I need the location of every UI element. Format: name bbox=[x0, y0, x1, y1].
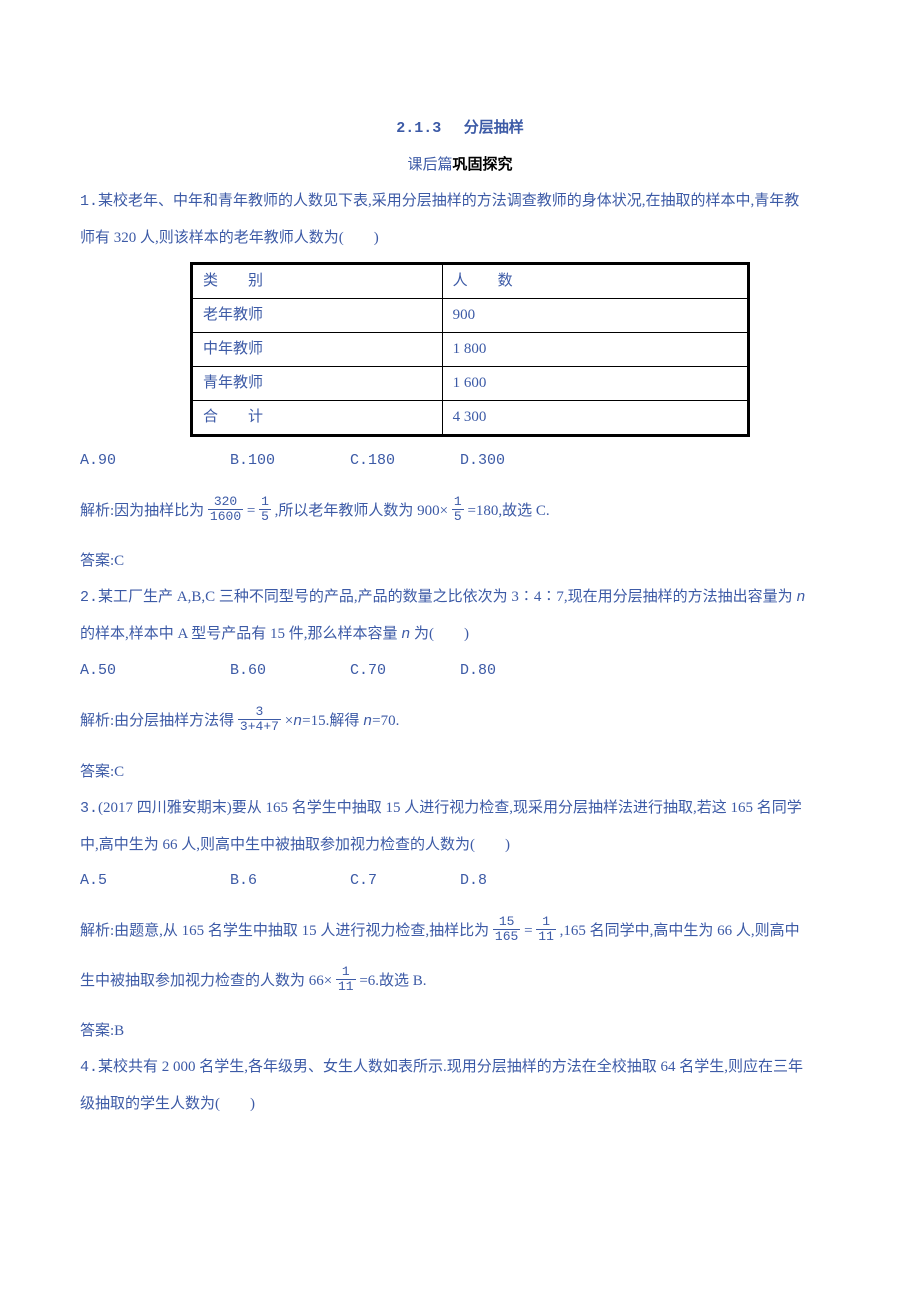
q1-table: 类 别 人 数 老年教师 900 中年教师 1 800 青年教师 1 600 合… bbox=[190, 262, 750, 437]
q3-label: 3. bbox=[80, 800, 98, 817]
opt-c: C.70 bbox=[350, 653, 460, 689]
q2-solution: 解析:由分层抽样方法得 3 3+4+7 ×n=15.解得 n=70. bbox=[80, 703, 840, 740]
q1-solution: 解析:因为抽样比为 320 1600 = 1 5 ,所以老年教师人数为 900×… bbox=[80, 493, 840, 529]
opt-a: A.90 bbox=[80, 443, 230, 479]
q3-solution-line2: 生中被抽取参加视力检查的人数为 66× 1 11 =6.故选 B. bbox=[80, 963, 840, 999]
th-category: 类 别 bbox=[192, 264, 443, 299]
section-title: 分层抽样 bbox=[464, 120, 524, 136]
fraction: 15 165 bbox=[493, 915, 520, 943]
q3-answer: 答案:B bbox=[80, 1013, 840, 1049]
table-row: 青年教师 1 600 bbox=[192, 367, 749, 401]
sol-text: 解析:由题意,从 165 名学生中抽取 15 人进行视力检查,抽样比为 bbox=[80, 923, 489, 939]
cell: 中年教师 bbox=[192, 333, 443, 367]
var-n: n bbox=[363, 713, 372, 730]
section-header: 2.1.3 分层抽样 bbox=[80, 110, 840, 147]
cell: 合 计 bbox=[192, 401, 443, 436]
q2-text2b: 为( ) bbox=[410, 626, 469, 642]
q4-label: 4. bbox=[80, 1059, 98, 1076]
sol-text: =15.解得 bbox=[302, 713, 363, 729]
opt-b: B.6 bbox=[230, 863, 350, 899]
table-row: 合 计 4 300 bbox=[192, 401, 749, 436]
opt-b: B.60 bbox=[230, 653, 350, 689]
q1-label: 1. bbox=[80, 193, 98, 210]
q2-options: A.50 B.60 C.70 D.80 bbox=[80, 653, 840, 689]
opt-d: D.300 bbox=[460, 443, 505, 479]
q4-text1: 某校共有 2 000 名学生,各年级男、女生人数如表所示.现用分层抽样的方法在全… bbox=[98, 1059, 803, 1075]
opt-a: A.50 bbox=[80, 653, 230, 689]
sol-text: = bbox=[247, 503, 259, 519]
subtitle-prefix: 课后篇 bbox=[407, 157, 452, 173]
fraction: 3 3+4+7 bbox=[238, 705, 281, 733]
sol-text: 解析:由分层抽样方法得 bbox=[80, 713, 234, 729]
q3-line1: 3.(2017 四川雅安期末)要从 165 名学生中抽取 15 人进行视力检查,… bbox=[80, 790, 840, 827]
fraction: 1 5 bbox=[259, 495, 271, 523]
q1-text1: 某校老年、中年和青年教师的人数见下表,采用分层抽样的方法调查教师的身体状况,在抽… bbox=[98, 193, 799, 209]
q2-answer: 答案:C bbox=[80, 754, 840, 790]
table-header-row: 类 别 人 数 bbox=[192, 264, 749, 299]
q2-line1: 2.某工厂生产 A,B,C 三种不同型号的产品,产品的数量之比依次为 3∶4∶7… bbox=[80, 579, 840, 616]
table-row: 中年教师 1 800 bbox=[192, 333, 749, 367]
q2-text1: 某工厂生产 A,B,C 三种不同型号的产品,产品的数量之比依次为 3∶4∶7,现… bbox=[98, 589, 796, 605]
q1-line2: 师有 320 人,则该样本的老年教师人数为( ) bbox=[80, 220, 840, 256]
q4-line1: 4.某校共有 2 000 名学生,各年级男、女生人数如表所示.现用分层抽样的方法… bbox=[80, 1049, 840, 1086]
table-row: 老年教师 900 bbox=[192, 299, 749, 333]
q1-options: A.90 B.100 C.180 D.300 bbox=[80, 443, 840, 479]
cell: 青年教师 bbox=[192, 367, 443, 401]
cell: 1 800 bbox=[442, 333, 748, 367]
opt-c: C.180 bbox=[350, 443, 460, 479]
opt-c: C.7 bbox=[350, 863, 460, 899]
cell: 900 bbox=[442, 299, 748, 333]
opt-b: B.100 bbox=[230, 443, 350, 479]
q3-text1: (2017 四川雅安期末)要从 165 名学生中抽取 15 人进行视力检查,现采… bbox=[98, 800, 802, 816]
section-subtitle: 课后篇巩固探究 bbox=[80, 147, 840, 183]
cell: 4 300 bbox=[442, 401, 748, 436]
sol-text: = bbox=[524, 923, 536, 939]
subtitle-bold: 巩固探究 bbox=[453, 157, 513, 173]
sol-text: ,所以老年教师人数为 900× bbox=[275, 503, 448, 519]
q1-line1: 1.某校老年、中年和青年教师的人数见下表,采用分层抽样的方法调查教师的身体状况,… bbox=[80, 183, 840, 220]
fraction: 1 11 bbox=[336, 965, 356, 993]
q2-text2a: 的样本,样本中 A 型号产品有 15 件,那么样本容量 bbox=[80, 626, 401, 642]
sol-text: × bbox=[285, 713, 293, 729]
q3-line2: 中,高中生为 66 人,则高中生中被抽取参加视力检查的人数为( ) bbox=[80, 827, 840, 863]
var-n: n bbox=[796, 589, 805, 606]
fraction: 320 1600 bbox=[208, 495, 243, 523]
sol-text: ,165 名同学中,高中生为 66 人,则高中 bbox=[560, 923, 800, 939]
fraction: 1 11 bbox=[536, 915, 556, 943]
q3-solution-line1: 解析:由题意,从 165 名学生中抽取 15 人进行视力检查,抽样比为 15 1… bbox=[80, 913, 840, 949]
q1-answer: 答案:C bbox=[80, 543, 840, 579]
opt-d: D.80 bbox=[460, 653, 496, 689]
q4-line2: 级抽取的学生人数为( ) bbox=[80, 1086, 840, 1122]
th-count: 人 数 bbox=[442, 264, 748, 299]
q3-options: A.5 B.6 C.7 D.8 bbox=[80, 863, 840, 899]
q2-line2: 的样本,样本中 A 型号产品有 15 件,那么样本容量 n 为( ) bbox=[80, 616, 840, 653]
cell: 1 600 bbox=[442, 367, 748, 401]
section-number: 2.1.3 bbox=[396, 120, 441, 137]
cell: 老年教师 bbox=[192, 299, 443, 333]
q2-label: 2. bbox=[80, 589, 98, 606]
fraction: 1 5 bbox=[452, 495, 464, 523]
sol-text: =70. bbox=[372, 713, 399, 729]
sol-text: =6.故选 B. bbox=[359, 973, 426, 989]
sol-text: =180,故选 C. bbox=[467, 503, 549, 519]
sol-text: 生中被抽取参加视力检查的人数为 66× bbox=[80, 973, 332, 989]
var-n: n bbox=[293, 713, 302, 730]
opt-a: A.5 bbox=[80, 863, 230, 899]
var-n: n bbox=[401, 626, 410, 643]
opt-d: D.8 bbox=[460, 863, 487, 899]
sol-text: 解析:因为抽样比为 bbox=[80, 503, 204, 519]
